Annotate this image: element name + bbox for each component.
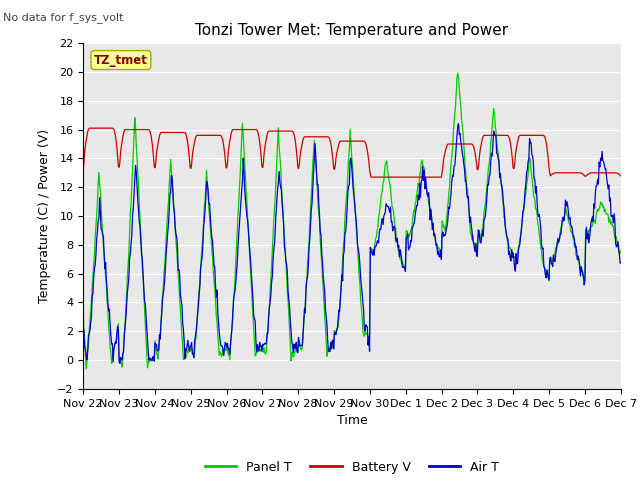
- Air T: [79, 324, 87, 330]
- Panel T: [200, 219, 207, 225]
- Battery V: [435, 174, 442, 180]
- Air T: [89, 291, 97, 297]
- Panel T: [83, 366, 90, 372]
- Air T: [617, 260, 625, 266]
- Line: Battery V: Battery V: [83, 128, 621, 177]
- Panel T: [454, 70, 461, 76]
- Air T: [116, 360, 124, 366]
- Panel T: [418, 157, 426, 163]
- Air T: [145, 358, 153, 363]
- Air T: [228, 325, 236, 331]
- Panel T: [90, 262, 97, 268]
- Air T: [418, 177, 426, 183]
- Air T: [454, 121, 462, 127]
- Line: Air T: Air T: [83, 124, 621, 363]
- Panel T: [79, 310, 87, 316]
- Text: TZ_tmet: TZ_tmet: [94, 54, 148, 67]
- Text: No data for f_sys_volt: No data for f_sys_volt: [3, 12, 124, 23]
- Y-axis label: Temperature (C) / Power (V): Temperature (C) / Power (V): [38, 129, 51, 303]
- Battery V: [419, 174, 426, 180]
- Battery V: [90, 125, 97, 131]
- Air T: [200, 225, 207, 230]
- Battery V: [367, 174, 375, 180]
- Panel T: [228, 324, 236, 329]
- Title: Tonzi Tower Met: Temperature and Power: Tonzi Tower Met: Temperature and Power: [195, 23, 509, 38]
- Battery V: [85, 125, 93, 131]
- X-axis label: Time: Time: [337, 414, 367, 427]
- Legend: Panel T, Battery V, Air T: Panel T, Battery V, Air T: [200, 456, 504, 479]
- Line: Panel T: Panel T: [83, 73, 621, 369]
- Panel T: [145, 358, 153, 364]
- Battery V: [617, 173, 625, 179]
- Panel T: [434, 247, 442, 253]
- Battery V: [228, 128, 236, 133]
- Battery V: [200, 132, 207, 138]
- Battery V: [145, 127, 153, 133]
- Panel T: [617, 248, 625, 254]
- Battery V: [79, 168, 87, 174]
- Air T: [434, 252, 442, 257]
